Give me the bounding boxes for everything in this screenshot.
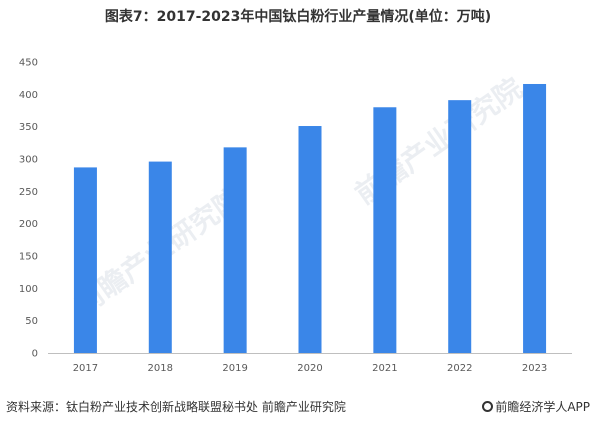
y-tick-label: 50 — [25, 316, 38, 327]
bar — [373, 107, 397, 354]
x-tick-label: 2020 — [297, 363, 322, 374]
brand-logo-icon — [482, 401, 494, 412]
x-tick-label: 2018 — [148, 363, 173, 374]
y-tick-label: 200 — [19, 219, 38, 230]
bar — [148, 161, 172, 353]
y-tick-label: 450 — [19, 58, 38, 69]
brand-label: 前瞻经济学人APP — [482, 398, 590, 415]
source-note: 资料来源：钛白粉产业技术创新战略联盟秘书处 前瞻产业研究院 — [6, 400, 346, 414]
y-tick-label: 300 — [19, 155, 38, 166]
x-tick-label: 2017 — [73, 363, 98, 374]
y-tick-label: 150 — [19, 252, 38, 263]
chart-title: 图表7：2017-2023年中国钛白粉行业产量情况(单位：万吨) — [104, 9, 492, 25]
bar — [298, 126, 322, 354]
y-tick-label: 400 — [19, 90, 38, 101]
y-tick-label: 100 — [19, 284, 38, 295]
brand-text: 前瞻经济学人APP — [495, 400, 590, 414]
x-tick-label: 2023 — [522, 363, 547, 374]
x-tick-label: 2021 — [372, 363, 397, 374]
bar — [73, 167, 97, 353]
y-tick-label: 350 — [19, 122, 38, 133]
bar — [523, 83, 547, 353]
bar — [223, 147, 247, 353]
y-tick-label: 250 — [19, 187, 38, 198]
bar — [448, 100, 472, 353]
x-tick-label: 2022 — [447, 363, 472, 374]
x-tick-label: 2019 — [222, 363, 247, 374]
y-tick-label: 0 — [32, 349, 38, 360]
